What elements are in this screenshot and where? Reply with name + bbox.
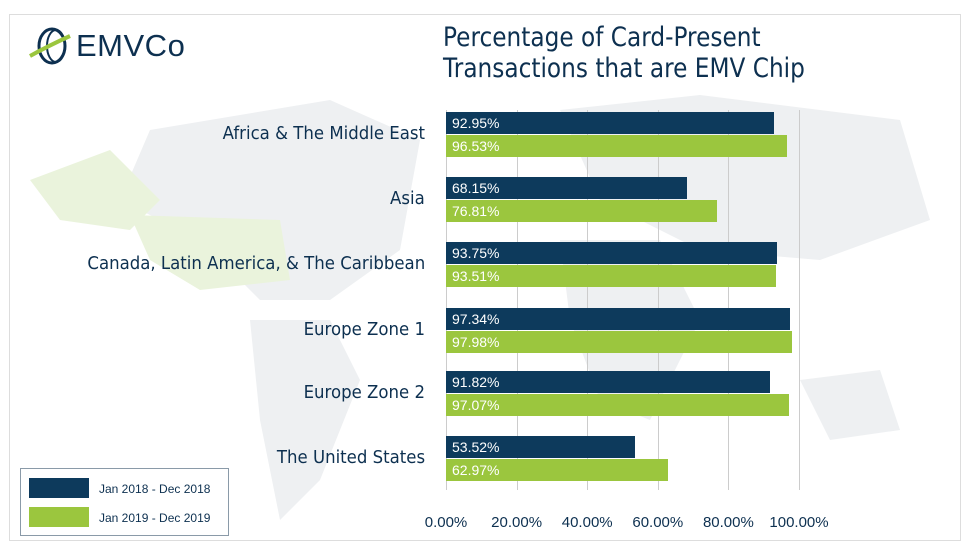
category-label: Europe Zone 2 bbox=[303, 382, 425, 403]
x-tick-label: 0.00% bbox=[424, 514, 468, 531]
bar-value-label: 62.97% bbox=[452, 462, 500, 478]
legend: Jan 2018 - Dec 2018 Jan 2019 - Dec 2019 bbox=[20, 468, 229, 536]
bar-value-label: 91.82% bbox=[452, 374, 500, 390]
gridline bbox=[799, 110, 800, 490]
x-tick-label: 100.00% bbox=[769, 514, 829, 531]
gridline bbox=[728, 110, 730, 490]
bar-2019: 93.51% bbox=[446, 265, 777, 287]
category-label: The United States bbox=[276, 447, 425, 468]
bar-2018: 92.95% bbox=[446, 112, 775, 134]
bar-value-label: 97.34% bbox=[452, 311, 500, 327]
legend-swatch-2018 bbox=[29, 478, 89, 498]
bar-value-label: 93.75% bbox=[452, 245, 500, 261]
category-label: Europe Zone 1 bbox=[303, 319, 425, 340]
legend-label-2018: Jan 2018 - Dec 2018 bbox=[99, 482, 211, 496]
chart-title-line-1: Percentage of Card-Present bbox=[443, 22, 761, 53]
x-tick-label: 60.00% bbox=[632, 514, 684, 531]
gridline bbox=[446, 110, 447, 490]
x-tick-label: 20.00% bbox=[491, 514, 543, 531]
emvco-logo-icon bbox=[29, 27, 71, 65]
emvco-logo-text: EMVCo bbox=[76, 28, 186, 63]
bar-value-label: 92.95% bbox=[452, 115, 500, 131]
chart-title-line-2: Transactions that are EMV Chip bbox=[443, 53, 805, 84]
gridline bbox=[516, 110, 518, 490]
bar-value-label: 97.98% bbox=[452, 334, 500, 350]
bar-2019: 96.53% bbox=[446, 135, 787, 157]
category-label: Africa & The Middle East bbox=[222, 123, 425, 144]
bar-2018: 68.15% bbox=[446, 177, 687, 199]
bar-value-label: 76.81% bbox=[452, 203, 500, 219]
bar-value-label: 68.15% bbox=[452, 180, 500, 196]
emvco-logo: EMVCo bbox=[28, 26, 185, 66]
bar-value-label: 96.53% bbox=[452, 138, 500, 154]
bar-2019: 76.81% bbox=[446, 200, 718, 222]
bar-2018: 91.82% bbox=[446, 371, 771, 393]
bar-2018: 53.52% bbox=[446, 436, 635, 458]
legend-swatch-2019 bbox=[29, 507, 89, 527]
category-label: Canada, Latin America, & The Caribbean bbox=[87, 253, 425, 274]
bar-2018: 97.34% bbox=[446, 308, 790, 330]
bar-2019: 62.97% bbox=[446, 459, 669, 481]
legend-label-2019: Jan 2019 - Dec 2019 bbox=[99, 511, 211, 525]
gridline bbox=[587, 110, 589, 490]
gridline bbox=[657, 110, 659, 490]
bar-2019: 97.07% bbox=[446, 394, 789, 416]
bar-2018: 93.75% bbox=[446, 242, 777, 264]
x-tick-label: 80.00% bbox=[702, 514, 754, 531]
bar-2019: 97.98% bbox=[446, 331, 792, 353]
bar-value-label: 93.51% bbox=[452, 268, 500, 284]
chart-title: Percentage of Card-Present Transactions … bbox=[443, 22, 805, 84]
x-tick-label: 40.00% bbox=[561, 514, 613, 531]
category-label: Asia bbox=[390, 188, 425, 209]
bar-value-label: 97.07% bbox=[452, 397, 500, 413]
bar-value-label: 53.52% bbox=[452, 439, 500, 455]
